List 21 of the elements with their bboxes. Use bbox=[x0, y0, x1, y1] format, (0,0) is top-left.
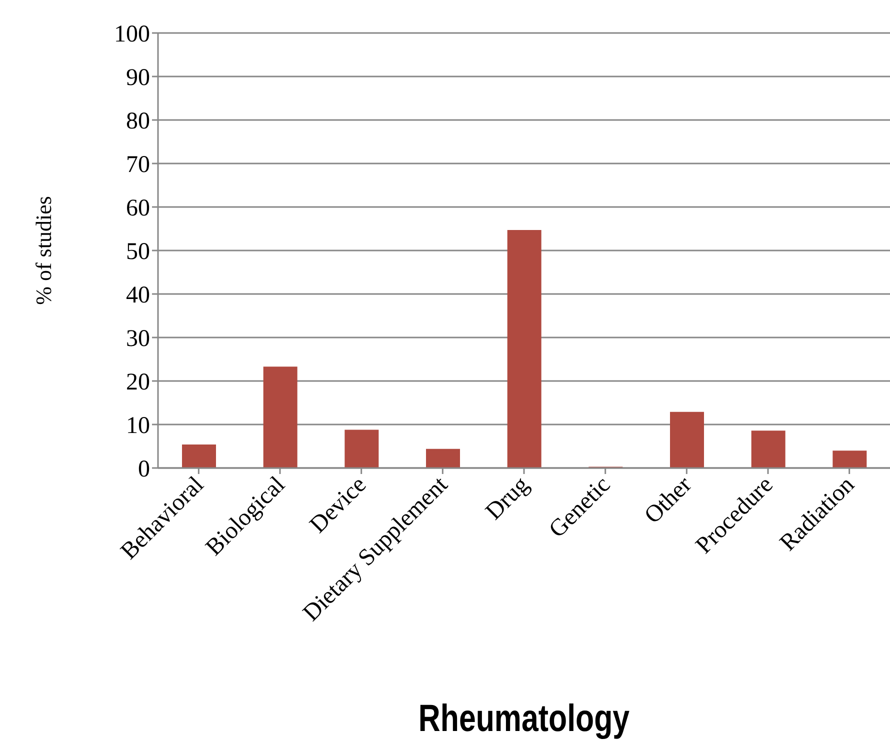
y-tick-label: 30 bbox=[126, 326, 150, 352]
y-axis-title: % of studies bbox=[30, 196, 56, 305]
y-tick-label: 10 bbox=[126, 413, 150, 440]
y-tick-label: 80 bbox=[126, 108, 150, 135]
bar bbox=[832, 450, 867, 468]
y-tick-label: 70 bbox=[126, 152, 150, 178]
y-tick-label: 20 bbox=[126, 370, 150, 396]
y-tick-label: 0 bbox=[138, 456, 150, 483]
bar bbox=[426, 448, 460, 468]
bar bbox=[670, 412, 704, 468]
y-tick-label: 60 bbox=[126, 196, 150, 222]
bar bbox=[751, 430, 786, 468]
bar bbox=[182, 444, 216, 468]
y-tick-label: 100 bbox=[114, 22, 150, 48]
y-tick-label: 90 bbox=[126, 65, 150, 92]
bar bbox=[263, 366, 298, 468]
y-tick-label: 40 bbox=[126, 282, 150, 309]
y-tick-label: 50 bbox=[126, 239, 150, 266]
bar bbox=[344, 430, 379, 468]
text: Rheumatology bbox=[417, 698, 631, 741]
bar bbox=[507, 230, 542, 468]
